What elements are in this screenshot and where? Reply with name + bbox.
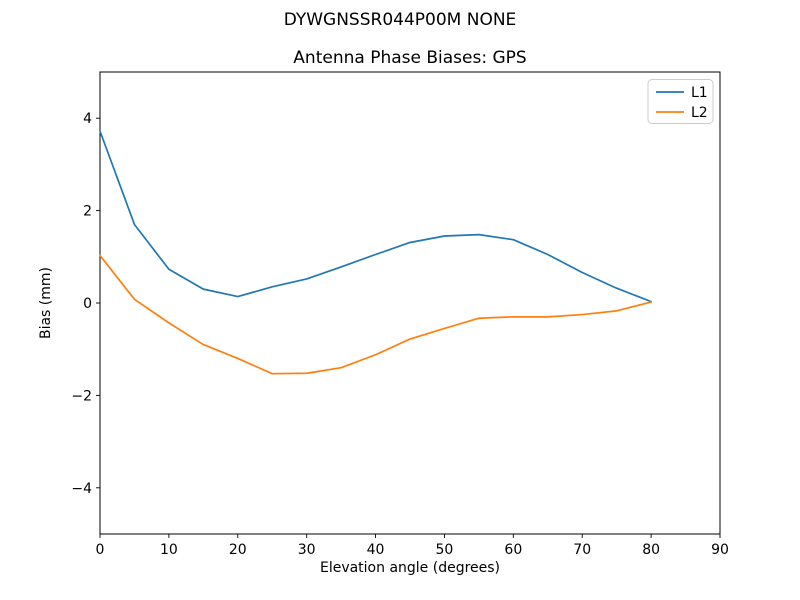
axes-title: Antenna Phase Biases: GPS: [293, 48, 526, 68]
legend-label-L2: L2: [691, 105, 708, 121]
y-tick-label: −4: [71, 481, 92, 497]
x-tick-label: 70: [573, 542, 591, 558]
series-lines: [99, 130, 652, 375]
x-tick-label: 40: [367, 542, 385, 558]
axis-ticks: 0 10 20 30 40 50 60 70 80 90 −4 −2 0 2 4: [71, 111, 729, 558]
x-tick-label: 90: [711, 542, 729, 558]
x-tick-label: 0: [96, 542, 105, 558]
x-tick-label: 10: [160, 542, 178, 558]
x-tick-label: 50: [436, 542, 454, 558]
y-tick-label: 2: [83, 204, 92, 220]
figure-suptitle: DYWGNSSR044P00M NONE: [284, 10, 517, 30]
y-tick-label: −2: [71, 388, 92, 404]
y-tick-label: 0: [83, 296, 92, 312]
x-tick-label: 80: [642, 542, 660, 558]
series-line-L1: [99, 130, 652, 303]
x-tick-label: 30: [298, 542, 316, 558]
y-axis-label: Bias (mm): [38, 267, 54, 339]
x-tick-label: 20: [229, 542, 247, 558]
legend-label-L1: L1: [691, 85, 708, 101]
series-line-L2: [99, 254, 652, 375]
y-tick-label: 4: [83, 111, 92, 127]
x-axis-label: Elevation angle (degrees): [320, 560, 500, 576]
x-tick-label: 60: [504, 542, 522, 558]
plot-border: [99, 71, 721, 535]
